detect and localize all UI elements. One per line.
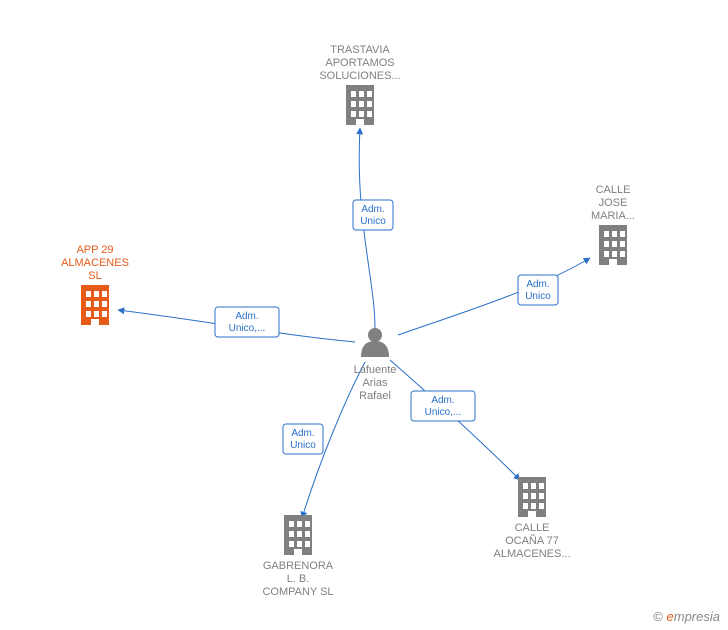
edge bbox=[398, 258, 590, 335]
copyright: © empresia bbox=[653, 609, 720, 624]
node-label: ALMACENES bbox=[61, 257, 129, 269]
node-label: OCAÑA 77 bbox=[505, 534, 559, 547]
brand-first: e bbox=[667, 609, 674, 624]
node-label: SOLUCIONES... bbox=[319, 70, 400, 82]
edge-label-text: Unico bbox=[525, 291, 551, 302]
building-icon bbox=[599, 225, 627, 265]
node-label: GABRENORA bbox=[263, 560, 334, 572]
node-label: SL bbox=[88, 270, 101, 282]
building-icon bbox=[346, 85, 374, 125]
network-diagram: Adm.UnicoAdm.UnicoAdm.Unico,...Adm.Unico… bbox=[0, 0, 728, 630]
edge-label-text: Adm. bbox=[526, 279, 549, 290]
center-node-label: Arias bbox=[362, 377, 388, 389]
node-label: TRASTAVIA bbox=[330, 44, 390, 56]
brand-rest: mpresia bbox=[674, 609, 720, 624]
building-icon bbox=[518, 477, 546, 517]
center-node-label: Rafael bbox=[359, 390, 391, 402]
copyright-symbol: © bbox=[653, 609, 663, 624]
node-label: MARIA... bbox=[591, 210, 635, 222]
building-icon bbox=[284, 515, 312, 555]
building-icon bbox=[81, 285, 109, 325]
edge-label-text: Unico bbox=[290, 440, 316, 451]
node-label: APORTAMOS bbox=[325, 57, 394, 69]
edge-label-text: Adm. bbox=[431, 395, 454, 406]
edge-label-text: Adm. bbox=[235, 311, 258, 322]
node-label: JOSE bbox=[599, 197, 628, 209]
node-label: ALMACENES... bbox=[493, 548, 570, 560]
edge-label-text: Adm. bbox=[291, 428, 314, 439]
edge-label-text: Adm. bbox=[361, 204, 384, 215]
edge-label-text: Unico bbox=[360, 216, 386, 227]
edge-label-text: Unico,... bbox=[425, 407, 462, 418]
node-label: COMPANY SL bbox=[262, 586, 333, 598]
person-icon bbox=[361, 328, 389, 357]
node-label: APP 29 bbox=[76, 244, 113, 256]
node-label: CALLE bbox=[515, 522, 550, 534]
node-label: CALLE bbox=[596, 184, 631, 196]
node-label: L. B. bbox=[287, 573, 310, 585]
edge-label-text: Unico,... bbox=[229, 323, 266, 334]
center-node-label: Lafuente bbox=[354, 364, 397, 376]
